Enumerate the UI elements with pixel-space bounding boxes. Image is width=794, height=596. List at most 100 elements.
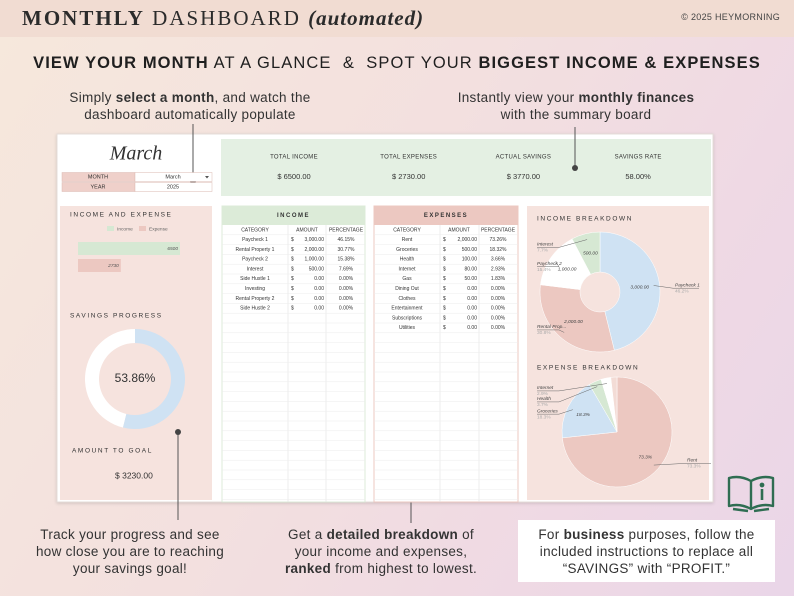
callout-text: with the summary board bbox=[500, 107, 652, 122]
callout-line: Simply select a month, and watch the bbox=[30, 89, 350, 106]
column-header: PERCENTAGE bbox=[481, 227, 516, 233]
slice-percent: 73.3% bbox=[687, 464, 701, 470]
cell-percent: 46.15% bbox=[338, 237, 356, 243]
cell-category: Rental Property 1 bbox=[236, 247, 275, 253]
book-icon bbox=[727, 475, 775, 513]
cell-category: Paycheck 2 bbox=[242, 257, 268, 263]
callout-line: “SAVINGS” with “PROFIT.” bbox=[518, 560, 775, 577]
slice-name: Internet bbox=[537, 385, 554, 391]
title-italic: (automated) bbox=[308, 6, 425, 30]
cell-amount: 0.00 bbox=[467, 325, 477, 331]
cell-category: Rent bbox=[402, 237, 413, 243]
leader-line bbox=[537, 329, 565, 333]
slice-value-label: 1,000.00 bbox=[558, 267, 577, 273]
cell-percent: 15.38% bbox=[338, 257, 356, 263]
title: MONTHLY DASHBOARD (automated) bbox=[22, 6, 424, 31]
callout-line: your income and expenses, bbox=[256, 543, 506, 560]
cell-currency: $ bbox=[291, 237, 294, 243]
cell-percent: 7.69% bbox=[339, 266, 354, 272]
title-light: DASHBOARD bbox=[152, 6, 301, 30]
cell-category: Internet bbox=[399, 266, 417, 272]
callout-line: with the summary board bbox=[416, 106, 736, 123]
callout-line: included instructions to replace all bbox=[518, 543, 775, 560]
slice-percent: 18.3% bbox=[537, 414, 551, 420]
cell-amount: 0.00 bbox=[314, 286, 324, 292]
summary-label: TOTAL INCOME bbox=[270, 155, 318, 161]
legend-label: Expense bbox=[149, 226, 168, 232]
leader-line bbox=[537, 383, 608, 392]
leader-line bbox=[653, 463, 711, 466]
column-header: AMOUNT bbox=[448, 227, 470, 233]
callout: Instantly view your monthly finances with… bbox=[416, 89, 736, 123]
bar-label: 6500 bbox=[167, 246, 178, 252]
cell-percent: 1.83% bbox=[491, 276, 506, 282]
cell-category: Clothes bbox=[399, 296, 416, 302]
cell-currency: $ bbox=[443, 296, 446, 302]
callout-text: detailed breakdown bbox=[326, 527, 459, 542]
summary-label: ACTUAL SAVINGS bbox=[496, 155, 552, 161]
leader-line bbox=[537, 239, 588, 248]
callout: Get a detailed breakdown of your income a… bbox=[256, 526, 506, 577]
selector-label: YEAR bbox=[91, 184, 106, 190]
callout-text: , and watch the bbox=[214, 90, 311, 105]
cell-amount: 2,000.00 bbox=[458, 237, 478, 243]
summary-label: SAVINGS RATE bbox=[615, 155, 662, 161]
leader-line bbox=[537, 261, 560, 267]
callout: For business purposes, follow the include… bbox=[518, 526, 775, 577]
callout-text: monthly finances bbox=[578, 90, 695, 105]
slice-percent: 3.7% bbox=[537, 402, 549, 408]
callout-text: included instructions to replace all bbox=[539, 544, 754, 559]
table-body bbox=[221, 205, 366, 503]
slice-value-label: 18.3% bbox=[576, 412, 590, 418]
slice-percent: 15.4% bbox=[537, 267, 551, 273]
slice-name: Rent bbox=[687, 458, 698, 464]
cell-amount: 0.00 bbox=[314, 306, 324, 312]
callout-text: purposes, follow the bbox=[624, 527, 755, 542]
callout-line: Track your progress and see bbox=[10, 526, 250, 543]
cell-amount: 0.00 bbox=[314, 276, 324, 282]
cell-percent: 2.93% bbox=[491, 266, 506, 272]
callout: Track your progress and see how close you… bbox=[10, 526, 250, 577]
panel-title: AMOUNT TO GOAL bbox=[72, 448, 153, 455]
connector-dot bbox=[572, 165, 578, 171]
selector-value[interactable]: March bbox=[165, 174, 180, 180]
slice-name: Health bbox=[537, 396, 551, 402]
cell-currency: $ bbox=[443, 306, 446, 312]
cell-category: Investing bbox=[245, 286, 265, 292]
table-header bbox=[374, 206, 518, 225]
slice-name: Groceries bbox=[537, 408, 558, 414]
cell-category: Dining Out bbox=[395, 286, 419, 292]
callout-line: how close you are to reaching bbox=[10, 543, 250, 560]
cell-amount: 0.00 bbox=[467, 296, 477, 302]
table-title: EXPENSES bbox=[424, 213, 468, 219]
slice-value-label: 2,000.00 bbox=[563, 319, 583, 325]
slice-name: Paycheck 2 bbox=[537, 261, 562, 267]
callout-text: select a month bbox=[115, 90, 215, 105]
selector-label: MONTH bbox=[88, 174, 108, 180]
selector-value-cell bbox=[134, 182, 213, 192]
cell-currency: $ bbox=[443, 247, 446, 253]
summary-label: TOTAL EXPENSES bbox=[380, 155, 437, 161]
cell-currency: $ bbox=[443, 276, 446, 282]
table-body bbox=[373, 205, 519, 503]
callout-text: ranked bbox=[284, 561, 332, 576]
column-header: AMOUNT bbox=[296, 227, 318, 233]
table-header bbox=[222, 206, 365, 225]
summary-value: 58.00% bbox=[625, 172, 651, 181]
cell-percent: 0.00% bbox=[339, 276, 354, 282]
cell-category: Groceries bbox=[396, 247, 418, 253]
selector-value-cell[interactable] bbox=[134, 172, 213, 182]
leader-line bbox=[537, 386, 598, 403]
header-band: MONTHLY DASHBOARD (automated) © 2025 HEY… bbox=[0, 0, 794, 37]
cell-percent: 73.26% bbox=[490, 237, 508, 243]
callout-text: Instantly view your bbox=[457, 90, 579, 105]
cell-currency: $ bbox=[291, 266, 294, 272]
column-header: PERCENTAGE bbox=[329, 227, 364, 233]
cell-percent: 3.66% bbox=[491, 257, 506, 263]
column-header: CATEGORY bbox=[393, 227, 421, 233]
cell-percent: 0.00% bbox=[339, 286, 354, 292]
slice-name: Paycheck 1 bbox=[675, 282, 700, 288]
slice-percent: 2.9% bbox=[537, 391, 549, 397]
slice-name: Interest bbox=[537, 242, 554, 248]
cell-amount: 0.00 bbox=[467, 286, 477, 292]
